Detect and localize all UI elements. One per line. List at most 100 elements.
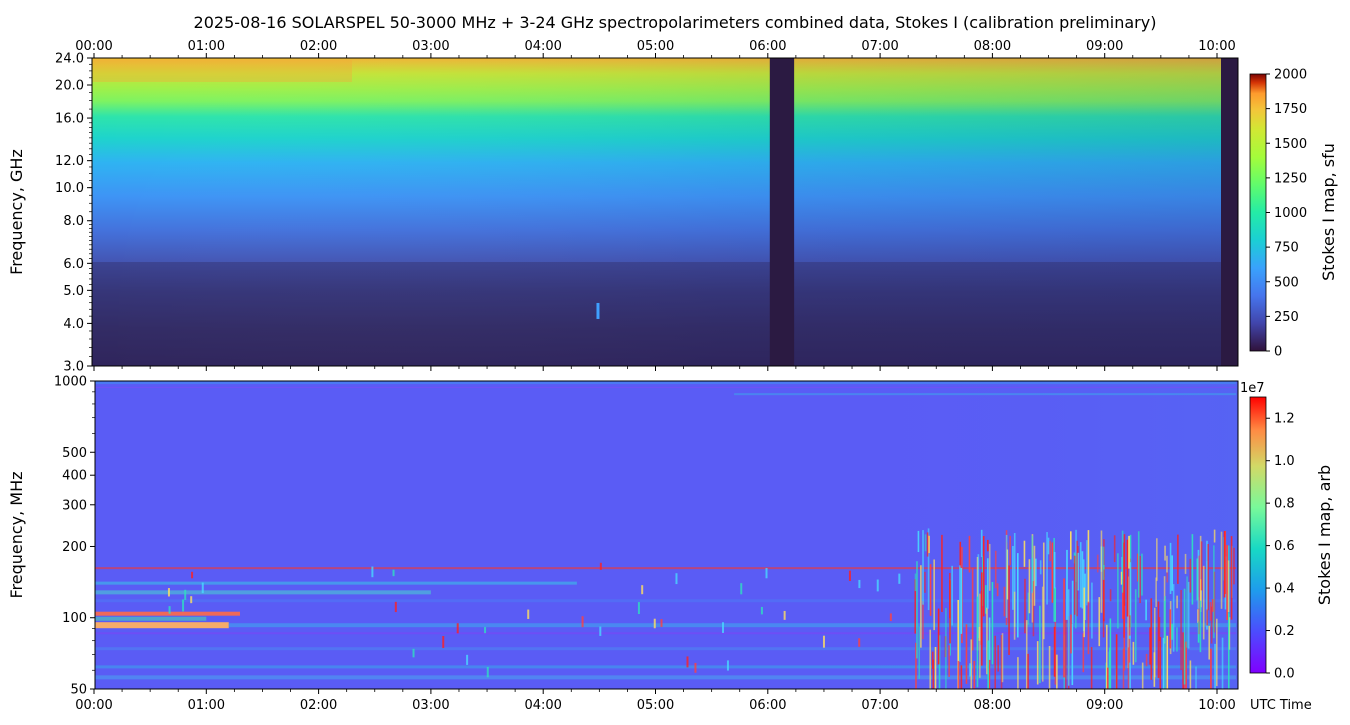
bottom-x-tick-label: 08:00 <box>974 698 1011 713</box>
bottom-spike <box>1155 577 1157 607</box>
bottom-panel-frame <box>94 380 1239 690</box>
top-ylabel: Frequency, GHz <box>7 149 26 275</box>
bottom-spike <box>1071 623 1074 686</box>
bottom-spike <box>1122 648 1125 689</box>
bottom-spot <box>201 582 204 594</box>
bottom-spike <box>926 532 929 557</box>
bottom-spike <box>1108 651 1111 689</box>
bottom-spike <box>1049 540 1052 562</box>
bottom-band <box>95 616 207 621</box>
bottom-spike <box>937 608 940 665</box>
bottom-spike <box>1013 591 1016 640</box>
bottom-spike <box>1107 667 1109 689</box>
top-colorbar-tick-label: 750 <box>1274 241 1299 256</box>
bottom-spike <box>980 529 983 558</box>
bottom-spike <box>987 539 989 552</box>
bottom-spike <box>1176 627 1178 652</box>
bottom-spike <box>1122 586 1124 619</box>
bottom-spike <box>1149 627 1151 665</box>
bottom-spike <box>1166 571 1169 583</box>
bottom-band <box>95 386 1237 388</box>
bottom-spike <box>1156 538 1158 581</box>
bottom-spot <box>722 622 725 633</box>
bottom-x-tick-label: 05:00 <box>637 698 674 713</box>
bottom-spike <box>1127 647 1130 689</box>
top-y-tick-label: 20.0 <box>55 79 84 94</box>
top-colorbar-tick-label: 1750 <box>1274 102 1307 117</box>
bottom-spot <box>858 638 861 647</box>
bottom-spike <box>1109 589 1112 602</box>
bottom-spike <box>1153 607 1156 678</box>
bottom-spike <box>1197 609 1199 624</box>
bottom-spike <box>1180 590 1182 671</box>
top-y-tick-label: 4.0 <box>63 317 84 332</box>
bottom-spike <box>1127 576 1129 669</box>
bottom-spike <box>1032 581 1035 637</box>
bottom-spike <box>1186 576 1188 648</box>
bottom-spike <box>1105 624 1108 689</box>
bottom-panel: 50 100 200 300 400 500 1000 00:00 01:00 02:00 03:… <box>7 375 1312 714</box>
bottom-spot <box>581 616 584 628</box>
bottom-spot <box>641 585 644 595</box>
bottom-spike <box>987 640 989 689</box>
bottom-spike <box>1221 637 1224 689</box>
top-data-gaps <box>769 58 1238 366</box>
bottom-spike <box>1082 633 1085 673</box>
bottom-spike <box>915 642 917 689</box>
bottom-spot <box>168 606 171 614</box>
bottom-spike <box>1145 599 1147 621</box>
bottom-spike <box>1162 637 1165 689</box>
bottom-spike <box>1115 634 1118 689</box>
bottom-spike <box>920 565 922 648</box>
bottom-spike <box>934 646 937 689</box>
bottom-spike <box>1233 547 1235 585</box>
bottom-spike <box>1206 608 1208 626</box>
bottom-spike <box>976 596 979 688</box>
bottom-colorbar: 0.0 0.2 0.4 0.6 0.8 1.0 1.2 1e7 Stokes I map, … <box>1240 381 1334 682</box>
bottom-spike <box>1197 549 1200 609</box>
bottom-spike <box>957 599 960 689</box>
bottom-spike <box>960 568 963 634</box>
bottom-spot <box>466 654 469 665</box>
bottom-spike <box>1053 551 1056 589</box>
bottom-spike <box>1227 613 1230 689</box>
bottom-spike <box>1157 601 1160 679</box>
bottom-spike <box>973 660 976 689</box>
bottom-x-tick-label: 03:00 <box>412 698 449 713</box>
bottom-spike <box>927 528 930 611</box>
top-y-tick-label: 12.0 <box>55 154 84 169</box>
bottom-spike <box>1164 595 1167 689</box>
bottom-spike <box>1202 565 1205 640</box>
bottom-spot <box>889 613 892 622</box>
bottom-spike <box>1213 545 1215 639</box>
bottom-band <box>95 581 577 585</box>
bottom-spike <box>1102 546 1105 580</box>
bottom-spot <box>876 579 879 592</box>
top-colorbar-tick-label: 1000 <box>1274 206 1307 221</box>
top-features <box>596 302 600 319</box>
bottom-band <box>95 647 1237 651</box>
bottom-spike <box>1171 624 1173 640</box>
top-colorbar-tick-label: 500 <box>1274 275 1299 290</box>
bottom-x-tick-label: 01:00 <box>188 698 225 713</box>
bottom-y-tick-label: 300 <box>62 498 87 513</box>
bottom-spike <box>1123 542 1125 638</box>
bottom-spike <box>1035 558 1037 587</box>
bottom-spike <box>1139 556 1141 604</box>
bottom-spike <box>994 550 997 589</box>
bottom-spike <box>1087 530 1090 604</box>
top-colorbar: 0 250 500 750 1000 1250 1500 1750 2000 Stokes I … <box>1249 68 1338 360</box>
bottom-colorbar-tick-label: 0.2 <box>1274 624 1295 639</box>
top-orange-band <box>92 60 352 82</box>
top-y-tick-label: 3.0 <box>63 360 84 375</box>
bottom-y-tick-label: 400 <box>62 469 87 484</box>
bottom-spike <box>1056 654 1058 689</box>
top-colorbar-tick-label: 250 <box>1274 310 1299 325</box>
bottom-spot <box>527 609 530 619</box>
top-y-tick-label: 6.0 <box>63 257 84 272</box>
bottom-spike <box>1054 587 1057 622</box>
top-x-tick-label: 08:00 <box>974 39 1011 54</box>
top-y-tick-label: 10.0 <box>55 181 84 196</box>
bottom-spike <box>1213 529 1216 543</box>
